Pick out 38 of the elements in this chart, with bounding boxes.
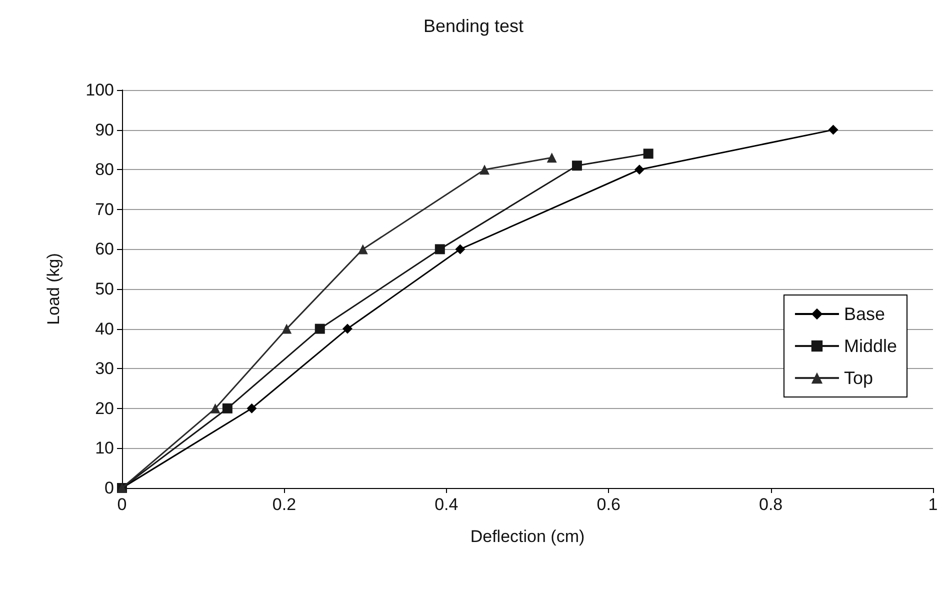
- y-tick-label: 80: [95, 160, 114, 180]
- x-axis-title: Deflection (cm): [470, 527, 585, 546]
- y-tick-label: 60: [95, 240, 114, 259]
- y-tick-label: 40: [95, 319, 114, 338]
- point: [246, 403, 257, 414]
- point: [828, 124, 838, 135]
- x-tick-label: 0: [117, 495, 127, 514]
- point: [342, 324, 352, 334]
- x-tick-label: 1: [928, 495, 938, 514]
- x-tick-label: 0.6: [596, 495, 620, 514]
- point: [546, 152, 557, 163]
- y-tick-label: 30: [95, 359, 114, 378]
- point: [643, 148, 654, 159]
- point: [480, 164, 490, 175]
- x-tick-label: 0.4: [434, 495, 458, 514]
- legend-label: Middle: [844, 336, 898, 356]
- y-tick-label: 0: [104, 478, 114, 498]
- chart-title: Bending test: [423, 16, 524, 36]
- x-tick-label: 0.2: [272, 495, 296, 514]
- y-tick-label: 90: [95, 120, 114, 140]
- x-tick-label: 0.8: [758, 495, 783, 514]
- y-axis-title: Load (kg): [44, 253, 63, 325]
- point: [314, 324, 325, 334]
- point: [210, 403, 220, 414]
- legend-label: Base: [844, 304, 886, 324]
- point: [358, 244, 368, 254]
- point: [455, 244, 466, 254]
- point: [222, 403, 232, 414]
- y-tick-label: 50: [95, 280, 114, 298]
- legend-label: Top: [844, 368, 874, 388]
- y-tick-label: 10: [95, 438, 114, 458]
- point: [572, 160, 582, 171]
- y-tick-label: 70: [95, 200, 114, 219]
- y-tick-label: 100: [86, 80, 114, 100]
- point: [282, 324, 292, 334]
- point: [434, 244, 445, 254]
- point: [634, 164, 644, 175]
- y-tick-label: 20: [95, 398, 114, 418]
